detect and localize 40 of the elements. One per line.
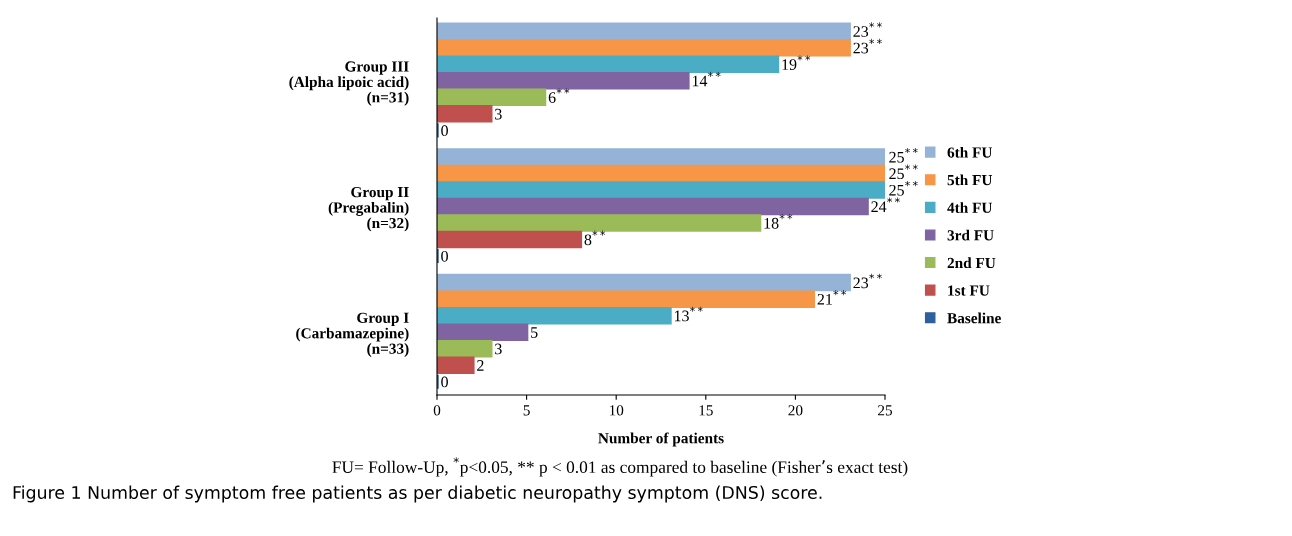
- x-tick-label: 10: [609, 405, 624, 416]
- x-tick-label: 5: [523, 405, 530, 416]
- data-label: 25$^{**}$: [889, 181, 918, 196]
- data-label: 23$^{**}$: [853, 273, 882, 289]
- legend-label: 2nd FU: [947, 257, 996, 269]
- legend-label: 6th FU: [947, 146, 993, 158]
- data-label: 5: [531, 327, 538, 338]
- data-label: 25$^{**}$: [889, 148, 918, 163]
- data-label: 24$^{**}$: [871, 197, 900, 212]
- data-label: 19$^{**}$: [782, 55, 811, 70]
- data-label: 23$^{**}$: [853, 22, 882, 37]
- legend-label: 4th FU: [947, 202, 993, 213]
- data-label: 3: [495, 108, 502, 120]
- data-label: 0: [441, 125, 448, 137]
- legend-label: Baseline: [947, 312, 1001, 324]
- data-label: 23$^{**}$: [853, 38, 882, 54]
- legend-label: 1st FU: [948, 285, 990, 296]
- y-tick-label: Group II (Pregabalin) (n=32): [328, 186, 409, 232]
- x-tick-label: 20: [788, 405, 803, 416]
- y-tick-label: Group III (Alpha lipoic acid) (n=31): [289, 61, 409, 106]
- x-tick-label: 25: [878, 405, 893, 416]
- data-label: 21$^{**}$: [817, 290, 847, 305]
- text: FU= Follow-Up, $^{*}$p<0.05, ** p < 0.01 as compared to baseline (Fisher’s exact test): [332, 457, 908, 477]
- data-label: 13$^{**}$: [674, 306, 703, 322]
- data-label: 8$^{**}$: [584, 230, 606, 246]
- data-label: 2: [477, 360, 484, 371]
- data-label: 0: [441, 250, 448, 262]
- data-label: 14$^{**}$: [692, 71, 721, 87]
- y-tick-label: Group I (Carbamazepine) (n=33): [296, 312, 409, 357]
- data-label: 18$^{**}$: [764, 214, 793, 229]
- legend-label: 3rd FU: [947, 229, 994, 241]
- data-label: 0: [441, 376, 448, 388]
- x-tick-label: 15: [699, 405, 713, 416]
- data-label: 6$^{**}$: [548, 88, 570, 103]
- data-label: 25$^{**}$: [889, 164, 918, 180]
- legend-label: 5th FU: [947, 174, 993, 186]
- data-label: 3: [495, 343, 502, 355]
- x-tick-label: 0: [433, 405, 441, 416]
- text: Figure 1 Number of symptom free patients as per diabetic neuropathy symptom (DNS) score.: [13, 485, 822, 503]
- x-axis-title: Number of patients: [598, 432, 724, 447]
